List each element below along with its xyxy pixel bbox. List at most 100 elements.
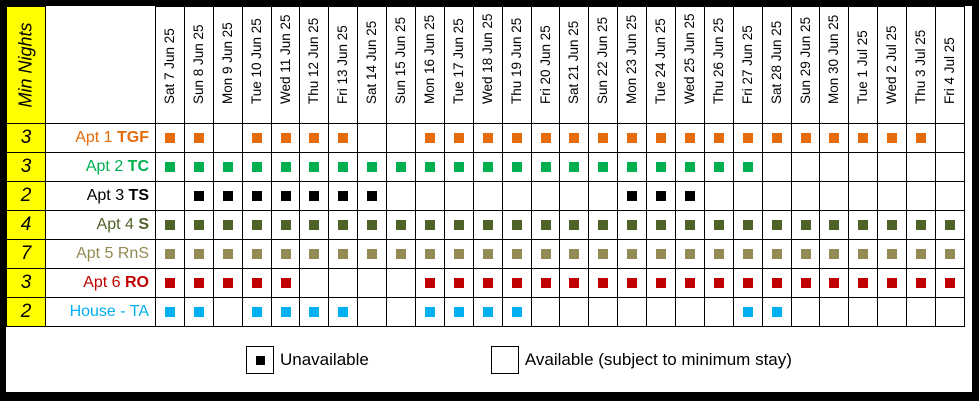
unavailable-marker-icon <box>164 248 175 259</box>
day-cell-unavailable <box>386 210 417 240</box>
unavailable-marker-icon <box>338 161 349 172</box>
unavailable-marker-icon <box>193 248 204 259</box>
day-cell-available <box>906 181 937 211</box>
unavailable-marker-icon <box>713 277 724 288</box>
day-cell-unavailable <box>703 123 734 153</box>
property-name-text: Apt 1 <box>75 129 117 146</box>
date-label: Fri 27 Jun 25 <box>739 25 755 104</box>
day-cell-unavailable <box>646 239 677 269</box>
unavailable-marker-icon <box>251 277 262 288</box>
day-cell-unavailable <box>877 268 908 298</box>
day-cell-unavailable <box>415 268 445 298</box>
unavailable-marker-icon <box>453 132 464 143</box>
day-cell-unavailable <box>183 268 214 298</box>
unavailable-marker-icon <box>569 248 580 259</box>
day-cell-unavailable <box>299 239 330 269</box>
day-cell-unavailable <box>646 152 677 182</box>
day-cell-unavailable <box>675 123 705 153</box>
date-header: Sun 29 Jun 25 <box>790 6 821 124</box>
date-label: Wed 2 Jul 25 <box>884 25 900 104</box>
day-cell-unavailable <box>819 123 850 153</box>
date-label: Wed 18 Jun 25 <box>479 13 495 104</box>
date-label: Sat 14 Jun 25 <box>364 20 380 104</box>
unavailable-marker-icon <box>569 219 580 230</box>
date-label: Thu 12 Jun 25 <box>306 17 322 104</box>
day-cell-unavailable <box>183 181 214 211</box>
date-header-row: Min Nights Sat 7 Jun 25 Sun 8 Jun 25 Mon 9… <box>6 6 965 124</box>
unavailable-marker-icon <box>887 132 898 143</box>
day-cell-unavailable <box>761 210 792 240</box>
unavailable-marker-icon <box>338 132 349 143</box>
day-cell-unavailable <box>270 210 301 240</box>
day-cell-available <box>790 181 821 211</box>
day-cell-unavailable <box>415 123 445 153</box>
unavailable-marker-icon <box>944 277 955 288</box>
day-cell-available <box>906 297 937 327</box>
unavailable-marker-icon <box>829 277 840 288</box>
unavailable-marker-icon <box>367 190 378 201</box>
unavailable-marker-icon <box>164 161 175 172</box>
date-header: Sat 7 Jun 25 <box>155 6 185 124</box>
unavailable-marker-icon <box>800 277 811 288</box>
day-cell-unavailable <box>732 239 763 269</box>
day-cell-unavailable <box>501 210 532 240</box>
day-cell-unavailable <box>183 297 214 327</box>
day-cell-unavailable <box>935 268 965 298</box>
unavailable-marker-icon <box>858 277 869 288</box>
date-header: Mon 23 Jun 25 <box>617 6 648 124</box>
day-cell-unavailable <box>183 123 214 153</box>
unavailable-marker-icon <box>656 277 667 288</box>
property-code: TC <box>127 158 149 175</box>
date-label: Sat 28 Jun 25 <box>768 20 784 104</box>
unavailable-marker-icon <box>627 161 638 172</box>
property-code: TGF <box>117 129 149 146</box>
day-cell-available <box>617 297 648 327</box>
unavailable-marker-icon <box>309 132 320 143</box>
day-cell-unavailable <box>328 239 359 269</box>
unavailable-marker-icon <box>280 306 291 317</box>
day-cell-available <box>935 297 965 327</box>
unavailable-marker-icon <box>424 306 435 317</box>
day-cell-unavailable <box>675 268 705 298</box>
day-cell-unavailable <box>906 210 937 240</box>
unavailable-marker-icon <box>424 277 435 288</box>
unavailable-marker-icon <box>222 248 233 259</box>
unavailable-marker-icon <box>193 306 204 317</box>
property-name: Apt 3 TS <box>45 181 156 211</box>
day-cell-available <box>703 297 734 327</box>
day-cell-unavailable <box>761 239 792 269</box>
day-cell-unavailable <box>155 239 185 269</box>
unavailable-marker-icon <box>569 277 580 288</box>
date-header: Sat 21 Jun 25 <box>559 6 590 124</box>
unavailable-marker-icon <box>540 277 551 288</box>
day-cell-unavailable <box>819 239 850 269</box>
unavailable-marker-icon <box>916 248 927 259</box>
day-cell-available <box>819 152 850 182</box>
day-cell-unavailable <box>241 123 272 153</box>
date-label: Tue 10 Jun 25 <box>248 18 264 104</box>
day-cell-unavailable <box>732 268 763 298</box>
day-cell-unavailable <box>212 268 243 298</box>
unavailable-marker-icon <box>916 132 927 143</box>
day-cell-unavailable <box>906 268 937 298</box>
property-code: TS <box>128 187 149 204</box>
min-nights-value: 4 <box>6 210 46 240</box>
date-header: Mon 30 Jun 25 <box>819 6 850 124</box>
date-header: Sat 28 Jun 25 <box>761 6 792 124</box>
legend-unavailable-swatch <box>246 346 274 374</box>
day-cell-unavailable <box>443 239 474 269</box>
day-cell-unavailable <box>559 210 590 240</box>
day-cell-unavailable <box>530 268 561 298</box>
date-label: Sun 8 Jun 25 <box>190 24 206 104</box>
day-cell-unavailable <box>588 268 619 298</box>
day-cell-unavailable <box>501 123 532 153</box>
day-cell-available <box>415 181 445 211</box>
day-cell-unavailable <box>646 123 677 153</box>
day-cell-available <box>588 181 619 211</box>
day-cell-unavailable <box>443 210 474 240</box>
date-header: Tue 1 Jul 25 <box>848 6 879 124</box>
property-row: 2 Apt 3 TS <box>6 181 965 211</box>
unavailable-marker-icon <box>367 219 378 230</box>
day-cell-available <box>732 181 763 211</box>
unavailable-marker-icon <box>193 190 204 201</box>
